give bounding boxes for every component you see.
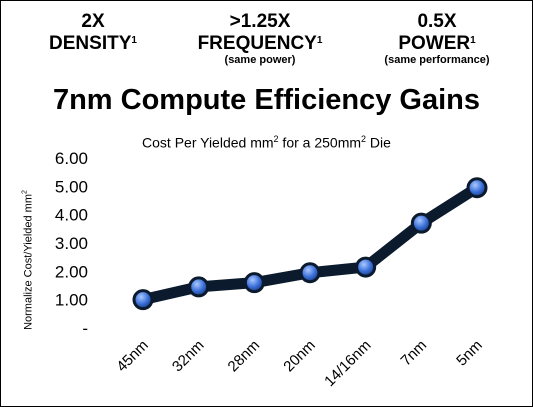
density-label: DENSITY <box>49 33 132 54</box>
density-stat: 2X DENSITY1 <box>38 12 148 53</box>
power-stat: 0.5X POWER1 (same performance) <box>362 12 512 66</box>
frequency-value: >1.25X <box>229 11 291 32</box>
y-tick-label: 1.00 <box>55 291 88 310</box>
density-value: 2X <box>81 11 105 32</box>
data-point <box>299 262 321 284</box>
data-point <box>355 256 377 278</box>
power-footnote: 1 <box>470 35 476 46</box>
y-tick-label: 4.00 <box>55 206 88 225</box>
subtitle-part-a: Cost Per Yielded mm <box>142 134 274 151</box>
y-tick-label: 6.00 <box>55 149 88 168</box>
power-label: POWER <box>398 33 471 54</box>
subtitle-sup-b: 2 <box>361 134 367 144</box>
data-point <box>132 289 154 311</box>
frequency-label: FREQUENCY <box>197 33 317 54</box>
subtitle-part-b: for a 250mm <box>278 134 362 151</box>
x-tick-labels: 45nm 32nm 28nm 20nm 14/16nm 7nm 5nm <box>113 337 486 390</box>
subtitle-sup-a: 2 <box>273 134 279 144</box>
subtitle-part-c: Die <box>366 134 391 151</box>
frequency-stat: >1.25X FREQUENCY1 (same power) <box>180 12 340 66</box>
power-label-line: POWER1 <box>362 34 512 53</box>
power-note: (same performance) <box>384 54 490 66</box>
x-tick-label: 20nm <box>280 337 319 376</box>
data-point <box>466 177 488 199</box>
y-tick-label: 5.00 <box>55 177 88 196</box>
y-tick-label: 3.00 <box>55 234 88 253</box>
frequency-note: (same power) <box>224 54 296 66</box>
headline: 7nm Compute Efficiency Gains <box>52 84 481 116</box>
chart-subtitle: Cost Per Yielded mm2 for a 250mm2 Die <box>0 134 533 151</box>
y-tick-label: 2.00 <box>55 262 88 281</box>
x-tick-label: 32nm <box>169 337 208 376</box>
x-tick-label: 7nm <box>398 337 431 370</box>
x-tick-label: 45nm <box>113 337 152 376</box>
power-value: 0.5X <box>417 11 457 32</box>
data-point <box>243 272 265 294</box>
y-tick-labels: - 1.00 2.00 3.00 4.00 5.00 6.00 <box>55 149 88 338</box>
density-label-line: DENSITY1 <box>38 34 148 53</box>
density-footnote: 1 <box>131 35 137 46</box>
data-point <box>410 212 432 234</box>
data-point <box>188 276 210 298</box>
x-tick-label: 5nm <box>453 337 486 370</box>
x-tick-label: 28nm <box>225 337 264 376</box>
frequency-footnote: 1 <box>316 35 323 46</box>
y-tick-label: - <box>82 319 88 338</box>
series-cost <box>132 177 488 311</box>
frequency-label-line: FREQUENCY1 <box>180 34 340 53</box>
x-tick-label: 14/16nm <box>321 337 374 390</box>
